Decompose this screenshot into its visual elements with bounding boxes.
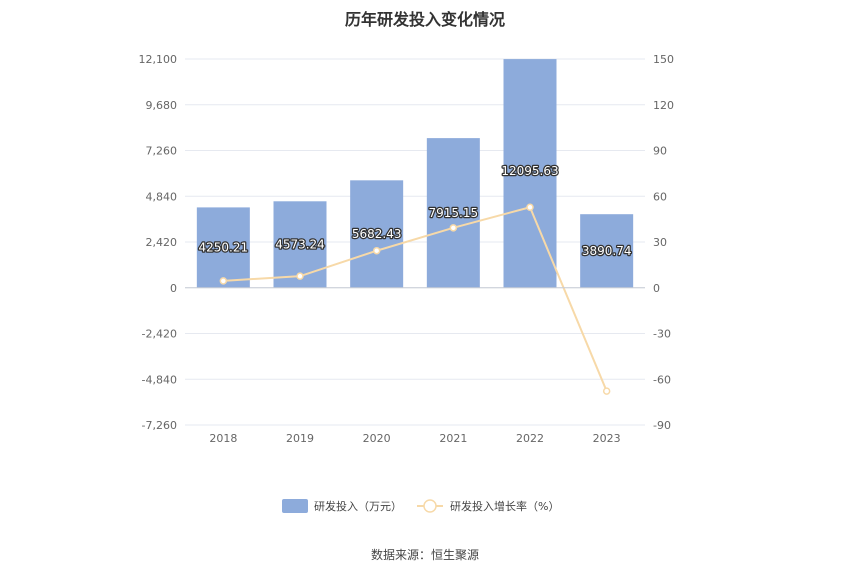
x-tick-label: 2021 (439, 432, 467, 445)
growth-point (296, 272, 304, 280)
data-source: 数据来源：恒生聚源 (370, 548, 479, 562)
bar-value-label: 7915.15 (429, 206, 479, 220)
y-right-tick-label: -30 (653, 328, 671, 341)
x-tick-label: 2019 (286, 432, 314, 445)
growth-point (372, 246, 381, 255)
y-left-tick-label: 0 (170, 282, 177, 295)
bar-value-label: 12095.63 (501, 164, 558, 178)
x-tick-label: 2018 (209, 432, 237, 445)
y-left-tick-label: -2,420 (142, 328, 177, 341)
growth-point (526, 203, 534, 211)
bar (350, 180, 404, 288)
y-right-tick-label: 120 (653, 99, 674, 112)
y-left-tick-label: 7,260 (146, 145, 178, 158)
y-left-tick-label: -7,260 (142, 419, 177, 432)
x-tick-label: 2022 (516, 432, 544, 445)
bar-value-label: 3890.74 (582, 244, 632, 258)
y-right-tick-label: -90 (653, 419, 671, 432)
bar (426, 138, 480, 288)
chart-title: 历年研发投入变化情况 (344, 10, 505, 29)
y-left-tick-label: -4,840 (142, 373, 177, 386)
y-right-tick-label: -60 (653, 373, 671, 386)
y-right-tick-label: 60 (653, 190, 667, 203)
bar-value-label: 5682.43 (352, 227, 402, 241)
legend-line-marker (423, 499, 437, 513)
x-tick-label: 2023 (593, 432, 621, 445)
growth-point (449, 224, 458, 232)
x-tick-label: 2020 (363, 432, 391, 445)
y-left-tick-label: 9,680 (146, 99, 178, 112)
y-left-tick-label: 2,420 (146, 236, 178, 249)
growth-point (602, 387, 611, 395)
legend-bar-swatch (282, 499, 308, 513)
bar (580, 214, 634, 288)
legend-bar-label: 研发投入（万元） (314, 499, 402, 513)
y-right-tick-label: 0 (653, 282, 660, 295)
bar-value-label: 4250.21 (199, 241, 249, 255)
y-right-tick-label: 150 (653, 53, 674, 66)
bar (196, 207, 250, 288)
y-left-tick-label: 4,840 (146, 190, 178, 203)
growth-line (223, 206, 608, 392)
growth-point (219, 277, 228, 285)
y-right-tick-label: 30 (653, 236, 667, 249)
legend-line-label: 研发投入增长率（%） (450, 499, 559, 513)
y-left-tick-label: 12,100 (139, 53, 178, 66)
y-right-tick-label: 90 (653, 145, 667, 158)
bar-value-label: 4573.24 (275, 238, 325, 252)
